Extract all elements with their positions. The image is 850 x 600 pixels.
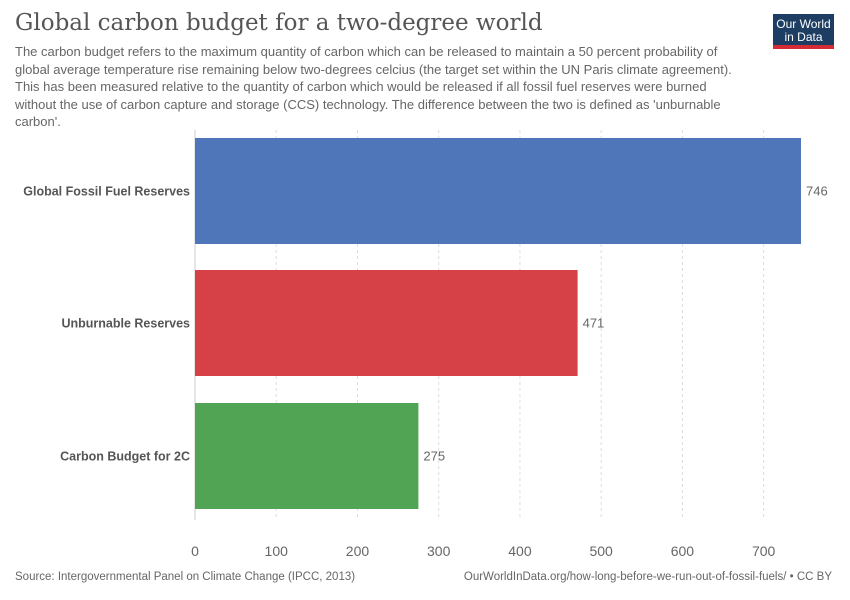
value-label: 275 bbox=[423, 449, 445, 464]
x-tick-label: 600 bbox=[671, 543, 695, 559]
logo-line-2: in Data bbox=[784, 30, 823, 44]
x-tick-label: 300 bbox=[427, 543, 451, 559]
category-label: Global Fossil Fuel Reserves bbox=[23, 185, 190, 199]
source-url-link[interactable]: OurWorldInData.org/how-long-before-we-ru… bbox=[463, 571, 832, 583]
bar bbox=[195, 270, 578, 376]
chart-title: Global carbon budget for a two-degree wo… bbox=[15, 10, 543, 36]
x-tick-label: 700 bbox=[752, 543, 776, 559]
x-tick-label: 0 bbox=[191, 543, 199, 559]
value-label: 471 bbox=[583, 316, 605, 331]
logo-line-1: Our World bbox=[776, 17, 831, 31]
x-tick-label: 500 bbox=[589, 543, 613, 559]
bar bbox=[195, 403, 419, 509]
x-tick-label: 200 bbox=[346, 543, 370, 559]
category-label: Carbon Budget for 2C bbox=[60, 450, 190, 464]
value-label: 746 bbox=[806, 184, 828, 199]
chart-subtitle: The carbon budget refers to the maximum … bbox=[15, 44, 732, 129]
bar bbox=[195, 138, 801, 244]
x-tick-label: 100 bbox=[265, 543, 289, 559]
x-tick-label: 400 bbox=[508, 543, 532, 559]
owid-logo[interactable]: Our World in Data bbox=[773, 14, 834, 49]
source-note: Source: Intergovernmental Panel on Clima… bbox=[15, 571, 356, 583]
category-label: Unburnable Reserves bbox=[61, 317, 190, 331]
